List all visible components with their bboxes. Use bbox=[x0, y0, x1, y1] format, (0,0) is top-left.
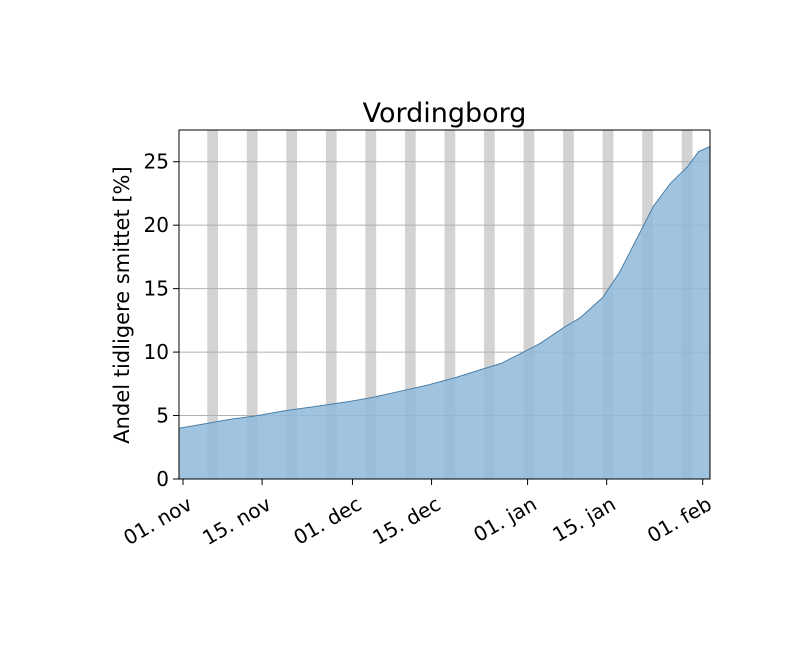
y-tick-label-1: 5 bbox=[156, 404, 169, 428]
y-axis-label: Andel tidligere smittet [%] bbox=[110, 166, 134, 443]
y-tick-label-2: 10 bbox=[144, 340, 169, 364]
y-tick-label-4: 20 bbox=[144, 213, 169, 237]
plot-frame bbox=[178, 129, 711, 480]
x-tick-label-1: 15. nov bbox=[198, 492, 275, 550]
x-tick-label-0: 01. nov bbox=[119, 492, 196, 550]
x-tick-label-2: 01. dec bbox=[289, 492, 365, 550]
y-tick-label-5: 25 bbox=[144, 150, 169, 174]
chart-title: Vordingborg bbox=[363, 98, 527, 129]
x-tick-label-5: 15. jan bbox=[548, 492, 619, 547]
weekend-band-4 bbox=[365, 130, 377, 479]
weekend-band-3 bbox=[325, 130, 337, 479]
weekend-band-5 bbox=[404, 130, 416, 479]
weekend-band-0 bbox=[207, 130, 218, 479]
weekend-band-7 bbox=[484, 130, 495, 479]
x-axis: 01. nov 15. nov 01. dec 15. dec 01. jan 15. j… bbox=[119, 479, 716, 550]
x-tick-label-6: 01. feb bbox=[643, 492, 716, 548]
x-tick-label-3: 15. dec bbox=[368, 492, 444, 550]
weekend-band-1 bbox=[246, 130, 258, 479]
x-tick-label-4: 01. jan bbox=[469, 492, 540, 547]
weekend-band-2 bbox=[286, 130, 298, 479]
weekend-band-8 bbox=[523, 130, 535, 479]
y-axis: 0 5 10 15 20 25 bbox=[144, 150, 179, 491]
area-series bbox=[178, 146, 711, 479]
y-tick-label-0: 0 bbox=[156, 467, 169, 491]
area-line bbox=[178, 146, 711, 429]
y-tick-label-3: 15 bbox=[144, 277, 169, 301]
area-fill bbox=[179, 146, 710, 479]
weekend-band-6 bbox=[444, 130, 456, 479]
weekend-band-9 bbox=[563, 130, 574, 479]
